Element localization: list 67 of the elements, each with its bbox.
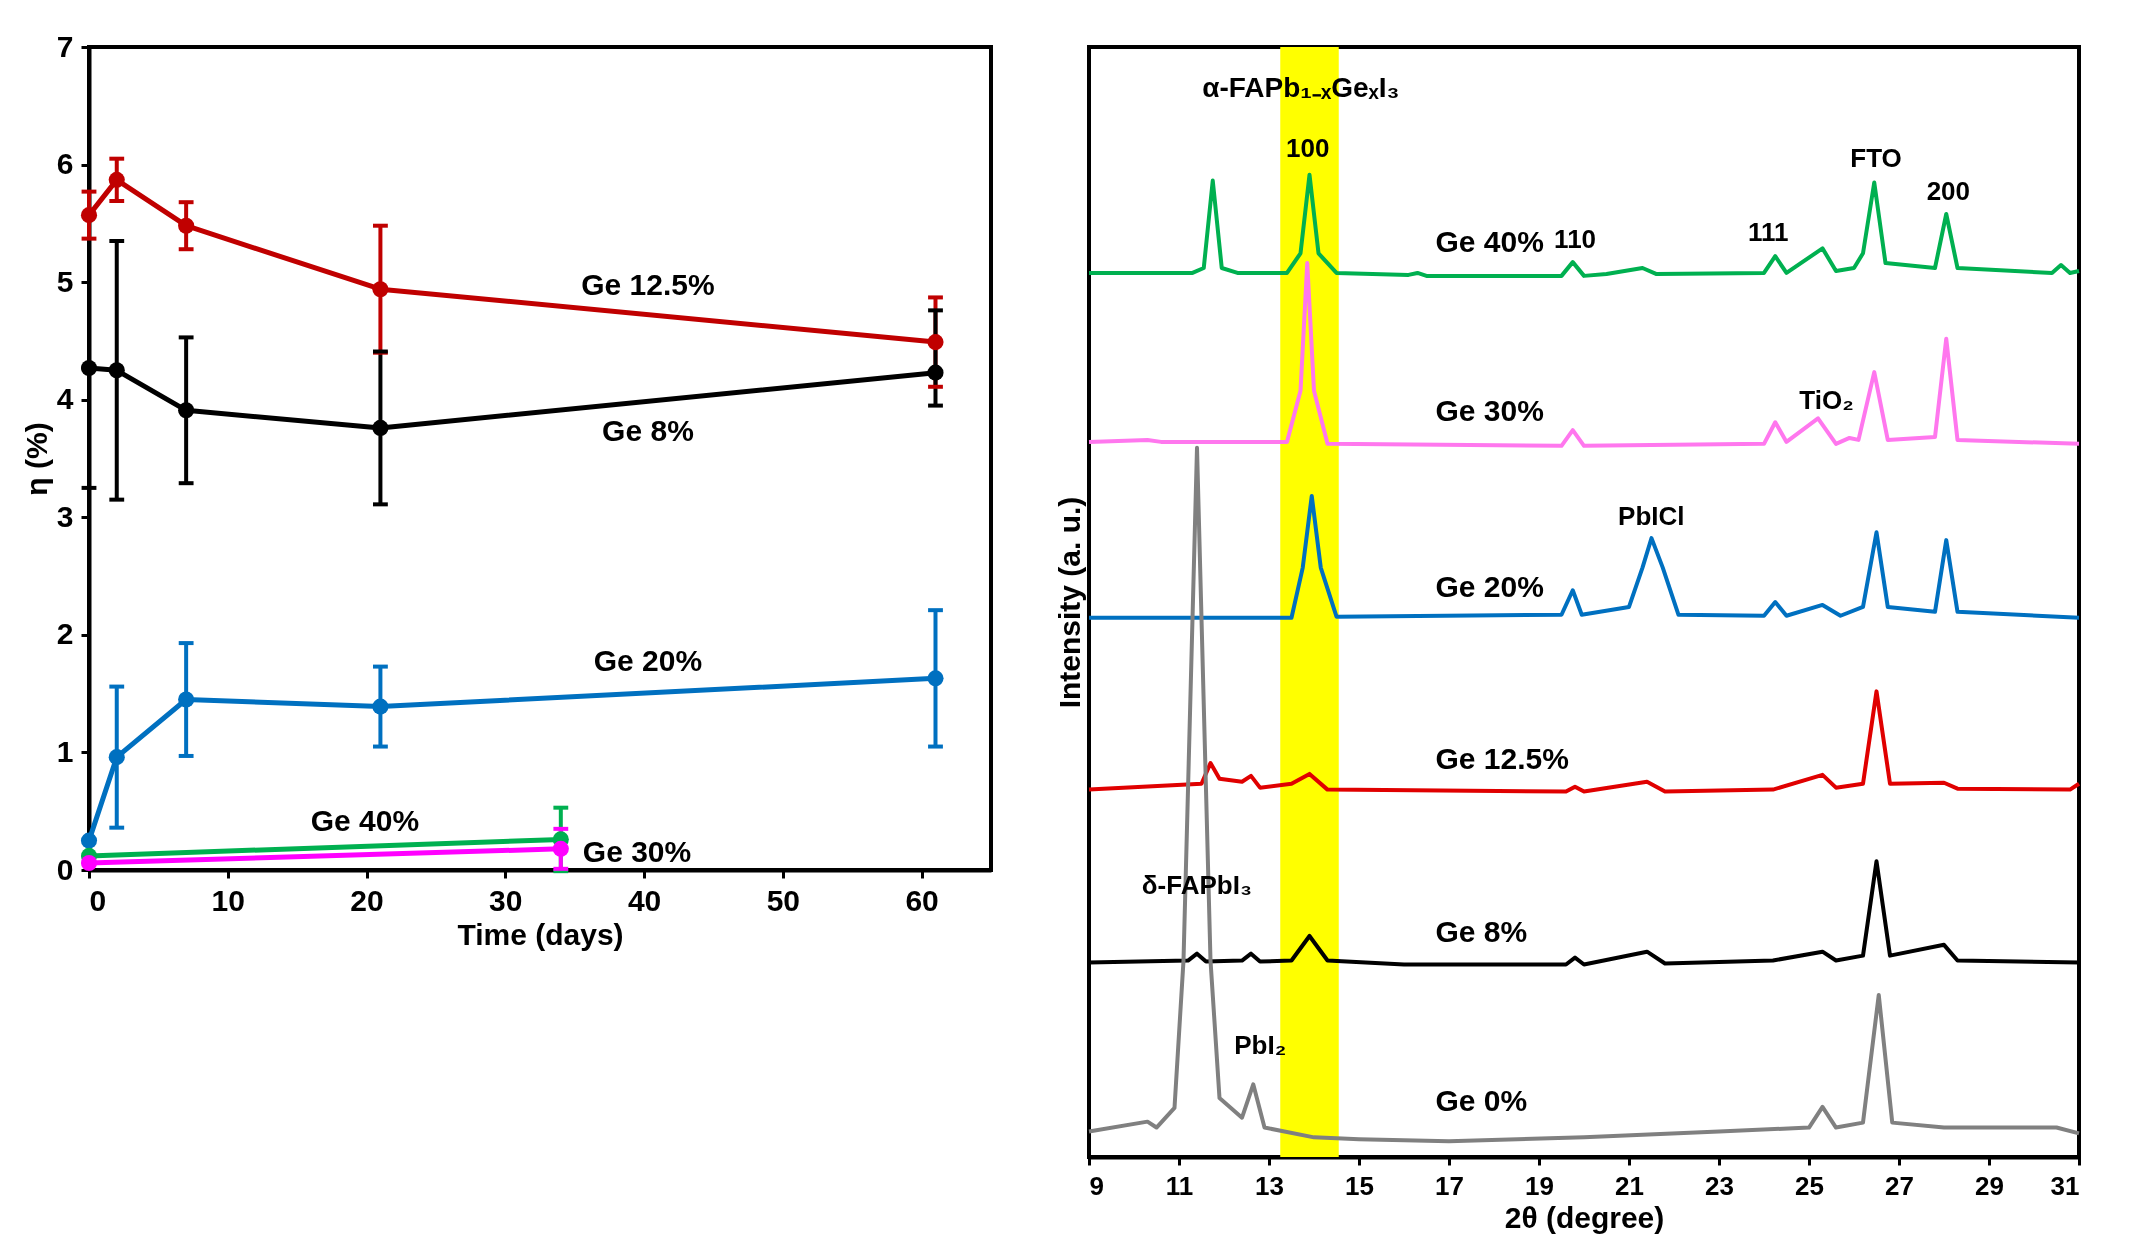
- y-tick-label: 5: [56, 264, 74, 298]
- series-label: Ge 40%: [310, 803, 420, 837]
- point: [927, 364, 944, 381]
- series-label: Ge 12.5%: [1435, 742, 1569, 776]
- point: [178, 691, 195, 708]
- y-tick-label: 3: [56, 499, 74, 533]
- x-tick-label: 19: [1525, 1170, 1554, 1201]
- point: [80, 359, 98, 377]
- point: [80, 832, 98, 849]
- x-tick-label: 25: [1795, 1170, 1824, 1201]
- point: [108, 171, 125, 188]
- series-label: Ge 30%: [1435, 394, 1544, 428]
- point: [372, 698, 389, 715]
- x-tick-label: 9: [1089, 1170, 1104, 1201]
- y-tick-label: 2: [56, 617, 74, 651]
- x-tick-label: 20: [350, 883, 384, 917]
- x-tick-label: 11: [1165, 1170, 1194, 1201]
- series-label: Ge 20%: [1435, 570, 1544, 604]
- series-label: Ge 0%: [1435, 1083, 1528, 1117]
- x-tick-label: 60: [905, 883, 939, 917]
- y-tick-label: 7: [56, 29, 74, 63]
- point: [927, 334, 944, 351]
- annotation: 110: [1554, 224, 1597, 255]
- x-axis-title: 2θ (degree): [1504, 1200, 1665, 1234]
- series-label: Ge 40%: [1435, 225, 1544, 259]
- x-tick-label: 23: [1705, 1170, 1734, 1201]
- x-tick-label: 40: [627, 883, 662, 917]
- y-axis-title: η (%): [19, 422, 53, 496]
- point: [178, 217, 195, 234]
- annotation: PbICl: [1618, 500, 1685, 531]
- series-label: Ge 12.5%: [581, 267, 715, 301]
- point: [108, 362, 125, 379]
- text: 100: [1286, 133, 1330, 164]
- annotation: 111: [1747, 217, 1789, 248]
- point: [80, 207, 98, 224]
- x-tick-label: 50: [766, 883, 801, 917]
- x-tick-label: 29: [1975, 1170, 2004, 1201]
- x-tick-label: 0: [89, 883, 107, 917]
- point: [80, 854, 98, 871]
- x-axis-title: Time (days): [457, 917, 624, 951]
- y-tick-label: 0: [56, 852, 74, 886]
- series-label: Ge 8%: [602, 414, 694, 448]
- x-tick-label: 13: [1255, 1170, 1284, 1201]
- text: FTO: [1850, 143, 1902, 174]
- point: [372, 281, 389, 298]
- y-tick-label: 6: [56, 147, 74, 181]
- annotation: 200: [1926, 176, 1971, 207]
- y-tick-label: 1: [56, 734, 74, 768]
- series-label: Ge 20%: [593, 644, 703, 678]
- x-tick-label: 21: [1615, 1170, 1644, 1201]
- annotation: δ-FAPbI₃: [1141, 870, 1252, 901]
- x-tick-label: 27: [1885, 1170, 1914, 1201]
- x-tick-label: 10: [211, 883, 245, 917]
- y-axis-title: Intensity (a. u.): [1052, 496, 1086, 709]
- x-tick-label: 30: [489, 883, 523, 917]
- point: [178, 402, 195, 419]
- x-tick-label: 15: [1345, 1170, 1374, 1201]
- point: [372, 419, 389, 436]
- annotation: TiO₂: [1799, 385, 1854, 416]
- point: [552, 840, 569, 857]
- y-tick-label: 4: [56, 382, 74, 416]
- x-tick-label: 17: [1435, 1170, 1464, 1201]
- series-label: Ge 30%: [582, 834, 692, 868]
- point: [108, 749, 125, 766]
- x-tick-label: 31: [2050, 1170, 2080, 1201]
- point: [927, 670, 944, 687]
- series-label: Ge 8%: [1435, 915, 1528, 949]
